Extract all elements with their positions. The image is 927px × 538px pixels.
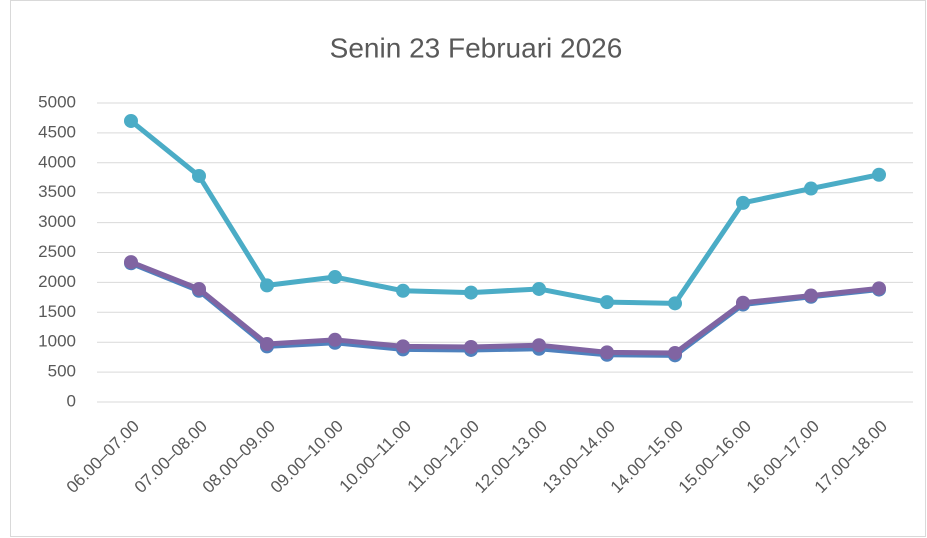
chart-border bbox=[10, 0, 926, 537]
data-point bbox=[124, 255, 138, 270]
data-point bbox=[532, 281, 546, 296]
data-point bbox=[396, 283, 410, 298]
data-point bbox=[328, 270, 342, 285]
data-point bbox=[260, 336, 274, 351]
data-point bbox=[668, 296, 682, 311]
y-tick-label: 0 bbox=[67, 391, 76, 410]
y-tick-label: 1500 bbox=[38, 302, 76, 321]
y-tick-label: 3500 bbox=[38, 182, 76, 201]
data-point bbox=[464, 339, 478, 354]
data-point bbox=[804, 181, 818, 196]
data-point bbox=[260, 278, 274, 293]
y-tick-label: 500 bbox=[48, 362, 76, 381]
data-point bbox=[328, 332, 342, 347]
y-tick-label: 3000 bbox=[38, 212, 76, 231]
y-tick-label: 4500 bbox=[38, 122, 76, 141]
data-point bbox=[872, 167, 886, 182]
data-point bbox=[192, 281, 206, 296]
data-point bbox=[532, 338, 546, 353]
data-point bbox=[600, 295, 614, 310]
data-point bbox=[396, 339, 410, 354]
data-point bbox=[668, 345, 682, 360]
data-point bbox=[872, 281, 886, 296]
series-line bbox=[129, 118, 880, 306]
data-point bbox=[736, 295, 750, 310]
series-line bbox=[130, 259, 880, 356]
y-tick-label: 2000 bbox=[38, 272, 76, 291]
y-tick-label: 2500 bbox=[38, 242, 76, 261]
data-point bbox=[124, 113, 138, 128]
data-point bbox=[736, 195, 750, 210]
data-point bbox=[804, 288, 818, 303]
data-point bbox=[192, 168, 206, 183]
data-point bbox=[464, 285, 478, 300]
y-tick-label: 5000 bbox=[38, 92, 76, 111]
chart-title: Senin 23 Februari 2026 bbox=[330, 32, 623, 63]
y-tick-label: 4000 bbox=[38, 152, 76, 171]
data-point bbox=[600, 345, 614, 360]
y-tick-label: 1000 bbox=[38, 332, 76, 351]
